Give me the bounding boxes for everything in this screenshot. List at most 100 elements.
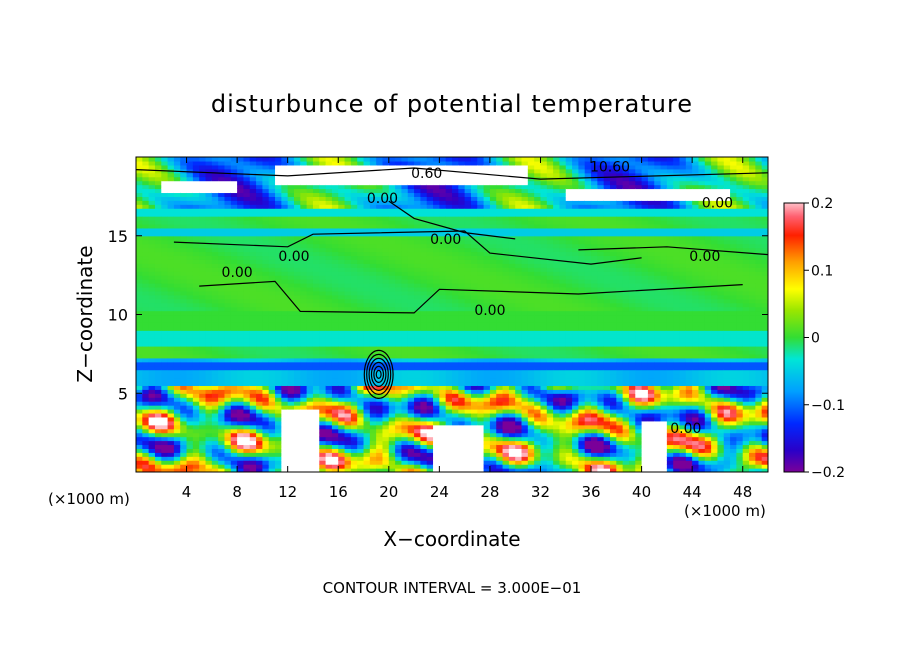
field-cell — [357, 428, 365, 434]
field-cell — [433, 247, 440, 253]
field-cell — [180, 208, 188, 213]
field-cell — [452, 283, 459, 288]
field-cell — [388, 157, 396, 162]
field-cell — [256, 204, 263, 209]
field-cell — [218, 208, 226, 213]
field-cell — [294, 255, 301, 260]
field-cell — [401, 377, 409, 383]
field-cell — [224, 283, 232, 288]
field-cell — [445, 357, 453, 363]
field-cell — [445, 164, 453, 170]
field-cell — [470, 290, 478, 296]
field-cell — [243, 310, 251, 316]
field-cell — [300, 204, 308, 209]
field-cell — [192, 184, 200, 190]
field-cell — [275, 444, 282, 449]
field-cell — [515, 361, 523, 367]
field-cell — [167, 271, 175, 276]
field-cell — [426, 196, 434, 201]
field-cell — [483, 365, 491, 371]
field-cell — [464, 452, 472, 457]
field-cell — [154, 208, 162, 213]
field-cell — [294, 164, 301, 170]
field-cell — [237, 290, 245, 296]
field-cell — [211, 180, 219, 186]
field-cell — [218, 346, 226, 351]
field-cell — [502, 448, 510, 453]
field-cell — [420, 267, 428, 272]
field-cell — [496, 176, 504, 182]
field-cell — [319, 204, 327, 209]
field-cell — [211, 231, 219, 237]
field-cell — [515, 334, 523, 339]
field-cell — [199, 223, 207, 229]
field-cell — [452, 263, 459, 268]
field-cell — [483, 310, 491, 316]
field-cell — [186, 157, 194, 162]
field-cell — [344, 227, 352, 233]
field-cell — [154, 223, 162, 229]
field-cell — [243, 239, 251, 245]
field-cell — [420, 263, 428, 268]
field-cell — [363, 440, 371, 446]
field-cell — [338, 267, 346, 272]
field-cell — [395, 409, 403, 414]
field-cell — [464, 389, 472, 394]
field-cell — [230, 432, 238, 438]
field-cell — [439, 263, 447, 268]
field-cell — [445, 432, 453, 438]
field-cell — [527, 381, 535, 386]
field-cell — [445, 204, 453, 209]
field-cell — [489, 164, 497, 170]
field-cell — [515, 157, 523, 162]
field-cell — [199, 263, 207, 268]
field-cell — [433, 298, 440, 304]
field-cell — [414, 369, 421, 375]
field-cell — [458, 353, 466, 359]
field-cell — [357, 286, 365, 292]
field-cell — [319, 157, 327, 162]
field-cell — [306, 326, 314, 331]
field-cell — [350, 279, 358, 284]
field-cell — [243, 397, 251, 402]
field-cell — [395, 192, 403, 197]
field-cell — [369, 275, 377, 280]
field-cell — [496, 377, 504, 383]
field-cell — [445, 440, 453, 446]
field-cell — [287, 239, 295, 245]
field-cell — [407, 369, 415, 375]
field-cell — [420, 298, 428, 304]
field-cell — [344, 424, 352, 430]
field-cell — [515, 172, 523, 178]
field-cell — [521, 306, 529, 312]
field-cell — [464, 290, 472, 296]
field-cell — [281, 172, 289, 178]
field-cell — [426, 314, 434, 320]
field-cell — [312, 243, 320, 249]
field-cell — [300, 460, 308, 465]
field-cell — [420, 456, 428, 461]
field-cell — [167, 389, 175, 394]
field-cell — [173, 330, 181, 335]
field-cell — [218, 349, 226, 355]
field-cell — [205, 349, 213, 355]
field-cell — [312, 416, 320, 422]
field-cell — [325, 188, 333, 194]
field-cell — [161, 231, 169, 237]
field-cell — [382, 440, 390, 446]
field-cell — [527, 428, 535, 434]
field-cell — [325, 176, 333, 182]
field-cell — [180, 251, 188, 257]
field-cell — [414, 346, 421, 351]
field-cell — [173, 184, 181, 190]
field-cell — [515, 357, 523, 363]
field-cell — [464, 448, 472, 453]
field-cell — [477, 243, 485, 249]
field-cell — [477, 235, 485, 241]
field-cell — [306, 157, 314, 162]
field-cell — [414, 294, 421, 300]
field-cell — [388, 456, 396, 461]
field-cell — [445, 464, 453, 469]
field-cell — [268, 208, 276, 213]
field-cell — [350, 275, 358, 280]
